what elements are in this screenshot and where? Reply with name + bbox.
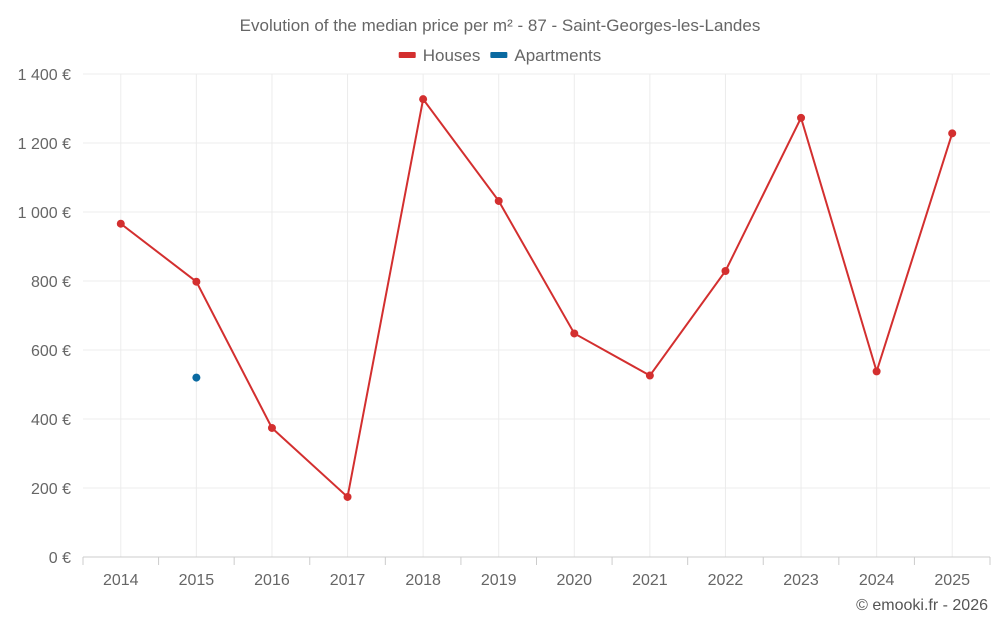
series-line-houses: [120, 96, 954, 499]
x-tick-label: 2025: [934, 572, 970, 589]
data-point-houses[interactable]: [797, 113, 806, 122]
x-tick-label: 2022: [708, 572, 744, 589]
data-point-houses[interactable]: [494, 196, 503, 205]
y-tick-label: 1 400 €: [18, 67, 71, 84]
y-tick-label: 1 200 €: [18, 136, 71, 153]
grid: [83, 73, 990, 557]
y-tick-label: 800 €: [31, 274, 71, 291]
x-tick-label: 2018: [405, 572, 441, 589]
data-point-apartments[interactable]: [192, 373, 201, 382]
data-point-houses[interactable]: [267, 423, 276, 432]
data-point-houses[interactable]: [343, 492, 352, 501]
data-point-houses[interactable]: [721, 266, 730, 275]
legend-swatch: [490, 52, 508, 58]
data-point-houses[interactable]: [192, 277, 201, 286]
x-tick-label: 2023: [783, 572, 819, 589]
y-tick-label: 0 €: [49, 550, 71, 567]
x-tick-label: 2024: [859, 572, 895, 589]
legend-item-houses[interactable]: Houses: [398, 46, 481, 65]
series: [116, 95, 957, 501]
data-point-houses[interactable]: [419, 95, 428, 104]
credit-text: © emooki.fr - 2026: [856, 597, 988, 614]
chart-title: Evolution of the median price per m² - 8…: [240, 16, 761, 35]
data-point-houses[interactable]: [872, 367, 881, 376]
x-tick-label: 2020: [556, 572, 592, 589]
data-point-houses[interactable]: [570, 329, 579, 338]
axes: 0 € 200 € 400 € 600 € 800 € 1 000 € 1 200 € 1 4…: [18, 67, 991, 589]
x-tick-label: 2019: [481, 572, 517, 589]
y-tick-label: 400 €: [31, 412, 71, 429]
y-tick-label: 600 €: [31, 343, 71, 360]
x-tick-label: 2017: [330, 572, 366, 589]
x-tick-label: 2014: [103, 572, 139, 589]
x-tick-label: 2016: [254, 572, 290, 589]
x-tick-label: 2021: [632, 572, 668, 589]
data-point-houses[interactable]: [645, 371, 654, 380]
legend-label: Apartments: [514, 46, 601, 65]
legend-label: Houses: [423, 46, 481, 65]
y-tick-label: 200 €: [31, 481, 71, 498]
data-point-houses[interactable]: [948, 129, 957, 138]
x-tick-label: 2015: [179, 572, 215, 589]
y-tick-label: 1 000 €: [18, 205, 71, 222]
legend-swatch: [398, 52, 416, 58]
data-point-houses[interactable]: [116, 219, 125, 228]
legend: Houses Apartments: [398, 46, 601, 65]
legend-item-apartments[interactable]: Apartments: [490, 46, 601, 65]
